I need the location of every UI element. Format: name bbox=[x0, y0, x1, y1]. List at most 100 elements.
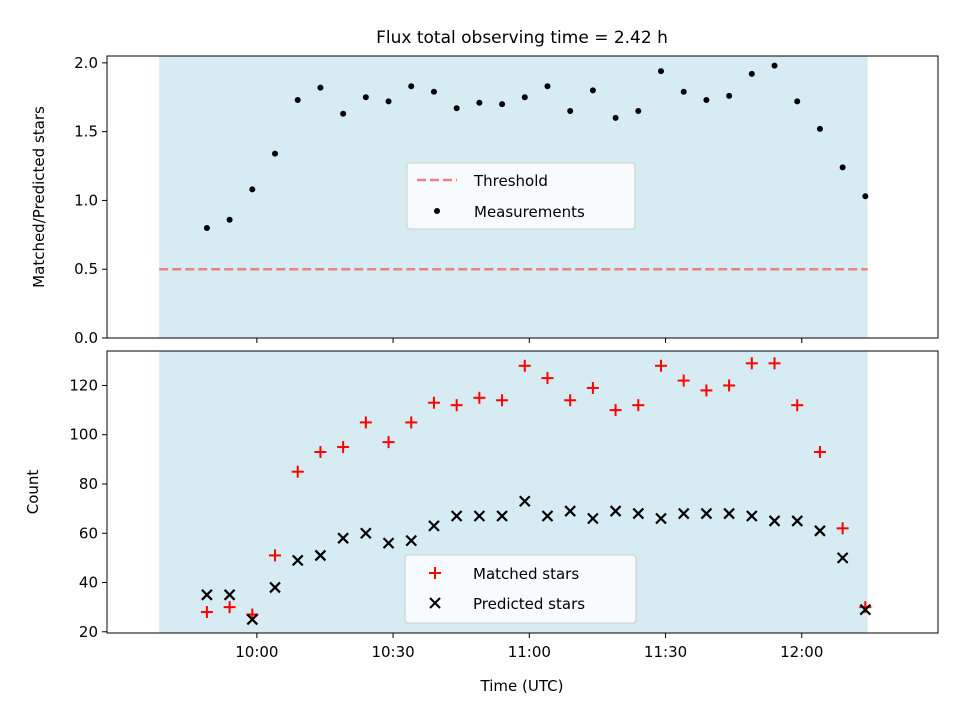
matched-star-point bbox=[405, 416, 418, 429]
legend-predicted-label: Predicted stars bbox=[473, 595, 585, 613]
top-y-axis-label: Matched/Predicted stars bbox=[30, 106, 48, 288]
measurement-point bbox=[635, 108, 642, 115]
predicted-star-point bbox=[314, 549, 327, 562]
y-tick-label: 60 bbox=[79, 524, 98, 542]
predicted-star-point bbox=[655, 512, 667, 525]
matched-star-point bbox=[200, 606, 213, 619]
predicted-star-point bbox=[360, 527, 372, 540]
predicted-star-point bbox=[836, 552, 849, 564]
y-tick-label: 2.0 bbox=[74, 54, 98, 72]
predicted-star-point bbox=[223, 589, 236, 601]
bottom-y-axis-label: Count bbox=[24, 470, 42, 515]
matched-star-point bbox=[223, 601, 236, 614]
measurement-point bbox=[794, 98, 801, 105]
predicted-star-point bbox=[337, 532, 349, 544]
measurement-point bbox=[226, 216, 233, 223]
matched-star-point bbox=[632, 399, 645, 412]
matched-star-point bbox=[586, 381, 599, 394]
predicted-star-point bbox=[859, 603, 872, 616]
measurement-point bbox=[499, 101, 506, 108]
measurement-point bbox=[567, 108, 574, 115]
top-y-axis: 0.0 0.5 1.0 1.5 2.0 bbox=[74, 54, 107, 347]
top-panel: 0.00.51.01.52.0 Matched/Predicted stars … bbox=[30, 54, 939, 347]
legend-matched-swatch bbox=[429, 567, 441, 579]
measurement-point bbox=[408, 83, 415, 90]
measurement-point bbox=[748, 70, 755, 77]
measurement-point bbox=[203, 224, 210, 231]
bottom-axes-frame bbox=[106, 350, 939, 634]
y-tick-label: 0.0 bbox=[74, 329, 98, 347]
measurement-point bbox=[521, 94, 528, 101]
matched-star-point bbox=[768, 357, 781, 370]
measurement-point bbox=[362, 94, 369, 101]
top-axes-frame bbox=[106, 55, 939, 339]
bottom-legend: Matched stars Predicted stars bbox=[404, 554, 637, 624]
matched-star-point bbox=[541, 372, 554, 385]
predicted-star-point bbox=[632, 507, 645, 520]
measurement-point bbox=[249, 186, 256, 193]
predicted-star-point bbox=[450, 510, 463, 522]
predicted-star-point bbox=[496, 510, 508, 522]
top-legend: Threshold Measurements bbox=[406, 162, 636, 230]
measurement-point bbox=[476, 99, 483, 106]
predicted-star-point bbox=[201, 589, 213, 601]
measurement-point bbox=[816, 125, 823, 132]
x-tick-label: 10:00 bbox=[235, 643, 278, 661]
x-tick-label: 11:00 bbox=[508, 643, 551, 661]
matched-star-point bbox=[337, 441, 350, 454]
matched-star-point bbox=[269, 549, 282, 562]
predicted-star-point bbox=[700, 507, 713, 520]
predicted-star-point bbox=[405, 534, 418, 547]
legend-box bbox=[406, 162, 636, 230]
predicted-star-point bbox=[518, 495, 531, 508]
y-tick-label: 80 bbox=[79, 475, 98, 493]
matched-star-point bbox=[655, 359, 667, 372]
predicted-stars-points bbox=[201, 495, 872, 626]
predicted-star-point bbox=[473, 510, 486, 522]
x-tick-label: 10:30 bbox=[371, 643, 414, 661]
measurement-point bbox=[703, 97, 710, 104]
measurement-point bbox=[294, 97, 301, 104]
measurement-point bbox=[862, 193, 869, 200]
predicted-star-point bbox=[564, 505, 576, 517]
bottom-y-axis: 20 40 60 80 100 120 bbox=[69, 376, 107, 641]
measurement-point bbox=[340, 110, 347, 117]
legend-threshold-label: Threshold bbox=[473, 172, 548, 190]
measurement-point bbox=[589, 87, 596, 94]
predicted-star-point bbox=[541, 510, 554, 522]
predicted-star-point bbox=[269, 581, 281, 594]
measurement-point bbox=[612, 114, 619, 121]
predicted-star-point bbox=[428, 520, 440, 532]
measurement-point bbox=[272, 150, 279, 157]
predicted-star-point bbox=[677, 507, 690, 520]
predicted-star-point bbox=[291, 554, 304, 567]
measurement-point bbox=[544, 83, 551, 90]
top-x-ticks bbox=[256, 338, 803, 343]
matched-star-point bbox=[382, 436, 395, 449]
matched-star-point bbox=[677, 374, 690, 387]
matched-star-point bbox=[359, 416, 372, 429]
legend-measurements-swatch bbox=[434, 208, 440, 214]
legend-measurements-label: Measurements bbox=[474, 203, 585, 221]
matched-star-point bbox=[700, 384, 713, 397]
predicted-star-point bbox=[791, 515, 804, 527]
matched-star-point bbox=[791, 399, 804, 412]
predicted-star-point bbox=[587, 512, 599, 525]
predicted-star-point bbox=[768, 515, 781, 527]
predicted-star-point bbox=[814, 525, 826, 537]
chart-title: Flux total observing time = 2.42 h bbox=[376, 28, 668, 48]
x-tick-label: 12:00 bbox=[780, 643, 823, 661]
legend-predicted-swatch bbox=[429, 597, 441, 609]
y-tick-label: 120 bbox=[69, 376, 98, 394]
measurement-point bbox=[771, 62, 778, 69]
y-tick-label: 1.5 bbox=[74, 123, 98, 141]
measurement-point bbox=[385, 98, 392, 105]
matched-star-point bbox=[836, 522, 849, 535]
y-tick-label: 0.5 bbox=[74, 260, 98, 278]
predicted-star-point bbox=[382, 537, 395, 549]
matched-star-point bbox=[609, 404, 622, 417]
predicted-star-point bbox=[609, 505, 622, 517]
measurement-point bbox=[839, 164, 846, 171]
measurement-point bbox=[680, 88, 687, 95]
